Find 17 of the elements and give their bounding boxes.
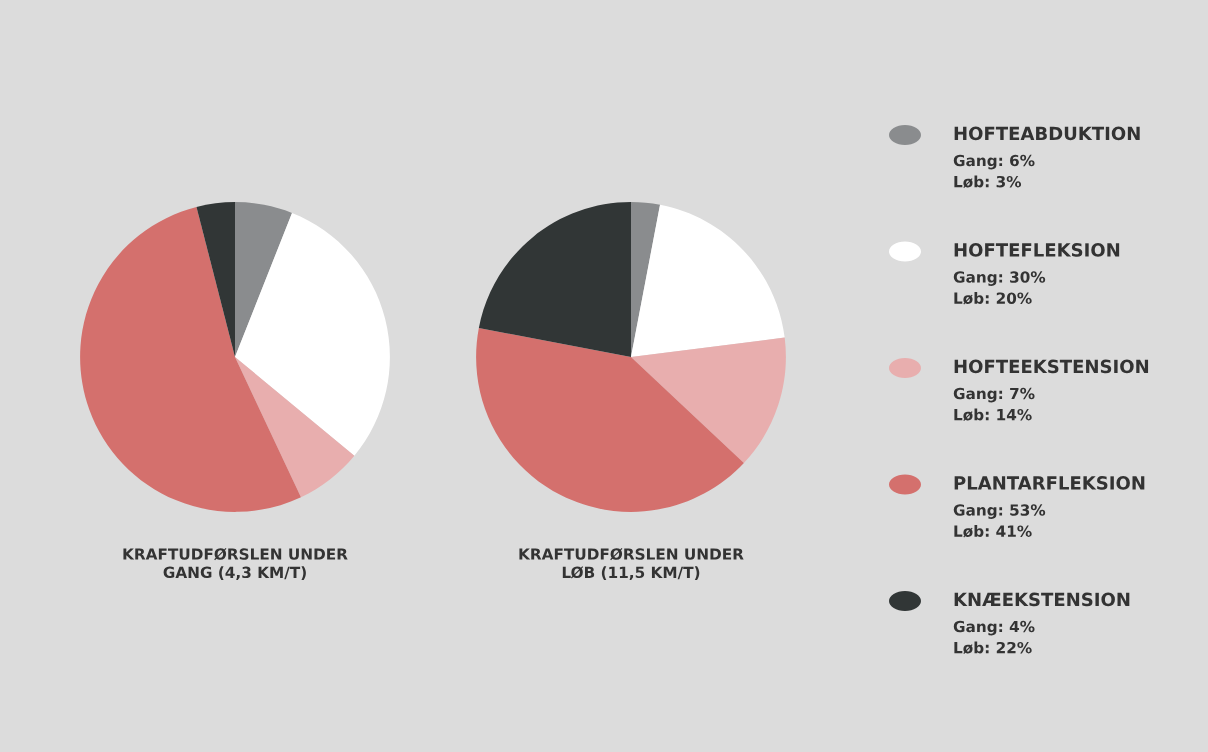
text: Løb: 22%: [954, 641, 1032, 654]
text: Gang: 53%: [953, 504, 1046, 519]
legend-label: KNÆEKSTENSION: [954, 592, 1130, 607]
text: Gang: 6%: [953, 154, 1035, 170]
text: Løb: 20%: [954, 292, 1032, 305]
text: Gang: 7%: [953, 387, 1035, 403]
text: KRAFTUDFØRSLEN UNDER GANG (4,3 KM/T): [123, 547, 348, 581]
legend-label: PLANTARFLEKSION: [954, 476, 1145, 490]
text: Gang: 4%: [953, 620, 1035, 636]
text: Gang: 30%: [953, 271, 1046, 286]
text: Løb: 41%: [954, 525, 1032, 538]
text: Løb: 3%: [954, 175, 1022, 188]
text: KRAFTUDFØRSLEN UNDER LØB (11,5 KM/T): [519, 547, 744, 581]
legend-label: HOFTEABDUKTION: [954, 126, 1140, 141]
legend-label: HOFTEEKSTENSION: [954, 359, 1149, 374]
legend-label: HOFTEFLEKSION: [954, 243, 1120, 257]
text: Løb: 14%: [954, 408, 1032, 421]
